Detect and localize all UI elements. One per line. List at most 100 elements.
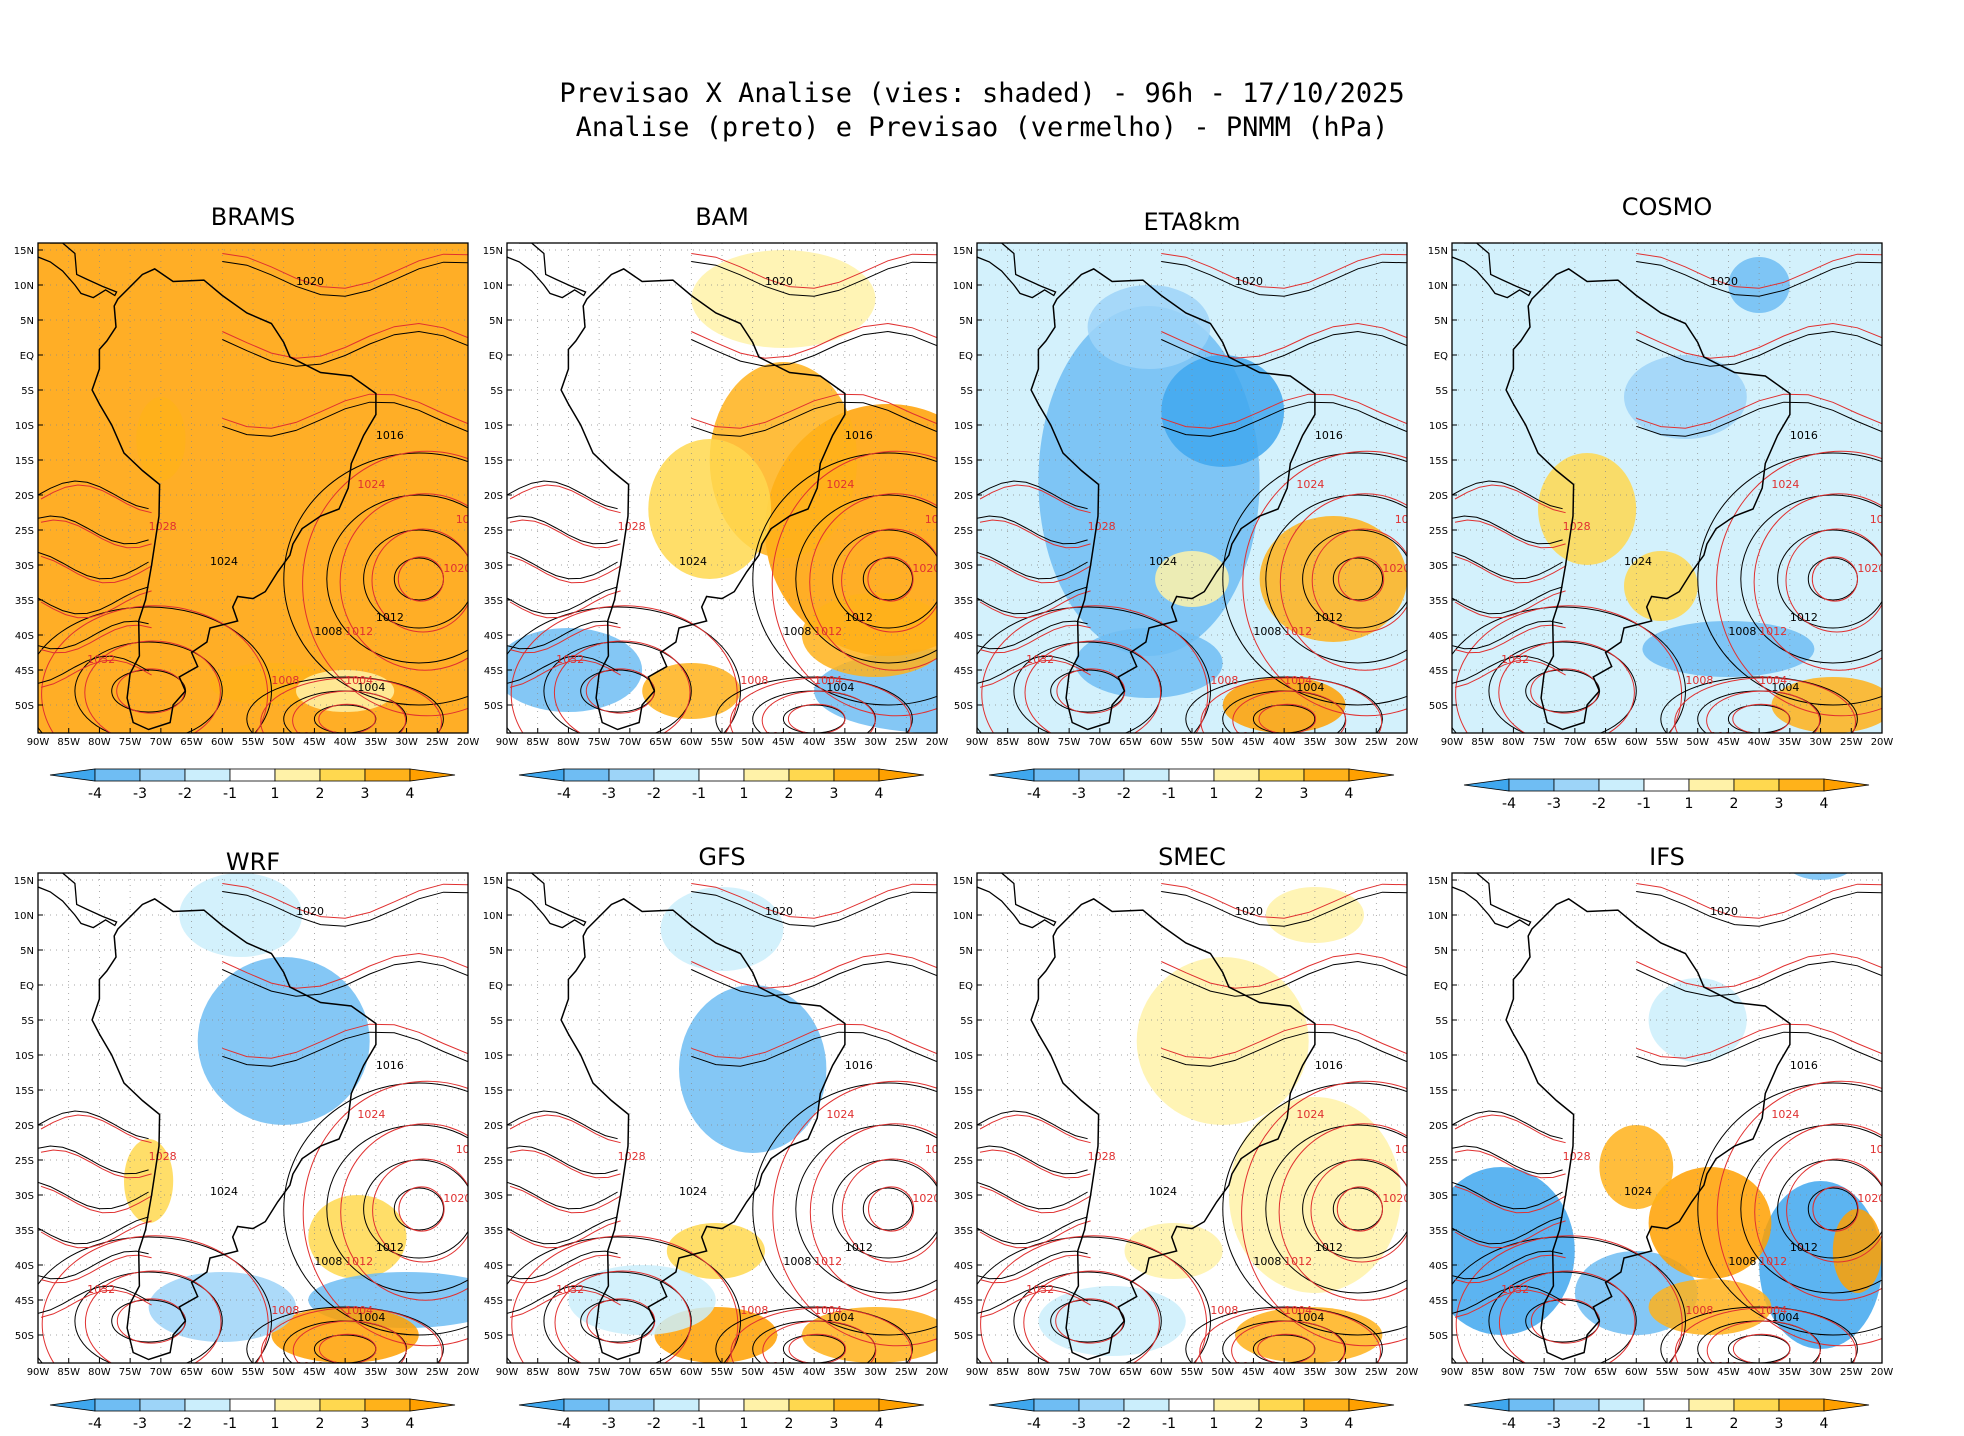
colorbar-bam: -4 -3 -2 -1 1 2 3 4 (518, 768, 925, 802)
lon-label: 30W (1809, 737, 1832, 748)
lon-label: 35W (1779, 737, 1802, 748)
forecast-isobar (222, 1023, 468, 1059)
panel-title-smec: SMEC (1158, 843, 1226, 871)
map-panel-cosmo: 1004100810121016102010241000100410081012… (1428, 242, 1893, 812)
analysis-isobar-label: 1020 (1710, 905, 1738, 918)
forecast-isobar-label: 1032 (1501, 653, 1529, 666)
forecast-isobar (41, 1235, 269, 1363)
map-panel-smec: 1004100810121016102010241000100410081012… (953, 872, 1418, 1432)
analysis-isobar (1013, 1271, 1162, 1363)
forecast-isobar-label: 1016 (1395, 513, 1423, 526)
colorbar-label: -1 (223, 1416, 237, 1432)
analysis-isobar-label: 1024 (210, 1185, 238, 1198)
analysis-isobar-label: 1016 (1790, 429, 1818, 442)
analysis-isobar-label: 1008 (314, 625, 342, 638)
colorbar-label: -3 (602, 1416, 616, 1432)
lon-label: 65W (1119, 1367, 1142, 1378)
lat-label: 20S (15, 491, 34, 502)
lat-label: 30S (484, 561, 503, 572)
analysis-isobar (1660, 1306, 1858, 1363)
analysis-isobar (1452, 480, 1563, 510)
lon-label: 75W (1058, 1367, 1081, 1378)
colorbar-label: -3 (1547, 796, 1561, 812)
lon-label: 70W (1564, 737, 1587, 748)
analysis-isobar (1697, 1082, 1882, 1336)
analysis-isobar (1332, 557, 1383, 601)
lat-label: 15S (954, 456, 973, 467)
lat-label: 15N (953, 876, 973, 887)
lon-label: 55W (1181, 737, 1204, 748)
analysis-isobar (74, 1271, 223, 1363)
lat-label: 15N (483, 246, 503, 257)
lat-label: 45S (15, 1296, 34, 1307)
analysis-isobar (691, 261, 937, 297)
colorbar-label: 2 (1255, 1416, 1264, 1432)
lon-label: 50W (1686, 737, 1709, 748)
forecast-isobar-label: 1000 (765, 730, 793, 743)
lat-label: 45S (954, 666, 973, 677)
forecast-isobar (691, 952, 937, 989)
analysis-isobar-label: 1020 (1235, 275, 1263, 288)
lon-label: 55W (711, 1367, 734, 1378)
analysis-isobar (977, 480, 1088, 510)
colorbar-label: 4 (1820, 796, 1829, 812)
lat-label: 5N (20, 316, 34, 327)
analysis-isobar (507, 586, 618, 615)
forecast-isobar-label: 1028 (1088, 1150, 1116, 1163)
lon-label: 45W (303, 1367, 326, 1378)
analysis-isobar-label: 1004 (357, 681, 385, 694)
forecast-isobar (40, 1289, 152, 1318)
forecast-isobar (691, 1023, 937, 1059)
analysis-isobar-label: 1024 (1149, 1185, 1177, 1198)
lon-label: 30W (1334, 737, 1357, 748)
colorbar-label: 4 (875, 1416, 884, 1432)
forecast-isobar (1811, 556, 1858, 602)
forecast-isobar (292, 1320, 407, 1363)
forecast-isobar (222, 952, 468, 989)
lon-label: 25W (895, 1367, 918, 1378)
lon-label: 25W (895, 737, 918, 748)
forecast-isobar (1161, 1023, 1407, 1059)
forecast-isobar (979, 484, 1091, 514)
forecast-isobar-label: 1032 (87, 1283, 115, 1296)
south-america-coastline (560, 268, 846, 731)
analysis-isobar (222, 1031, 468, 1067)
forecast-isobar (979, 1149, 1091, 1179)
panel-title-gfs: GFS (698, 843, 745, 871)
lon-label: 55W (1656, 1367, 1679, 1378)
forecast-isobar-label: 1028 (618, 520, 646, 533)
analysis-isobar-label: 1016 (845, 1059, 873, 1072)
forecast-isobar (979, 555, 1091, 584)
lon-label: 40W (803, 737, 826, 748)
analysis-isobar-label: 1008 (314, 1255, 342, 1268)
forecast-isobar-label: 1016 (456, 513, 484, 526)
forecast-isobar (1454, 519, 1566, 549)
analysis-isobar-label: 1004 (1771, 1311, 1799, 1324)
analysis-isobar (507, 515, 618, 545)
forecast-isobar-label: 1028 (1563, 1150, 1591, 1163)
colorbar-brams: -4 -3 -2 -1 1 2 3 4 (49, 768, 456, 802)
lat-label: 50S (954, 701, 973, 712)
forecast-isobar-label: 1032 (556, 1283, 584, 1296)
colorbar-label: -3 (133, 786, 147, 802)
lon-label: 55W (1181, 1367, 1204, 1378)
lat-label: 5N (489, 946, 503, 957)
south-america-coastline (91, 268, 377, 731)
analysis-isobar (1777, 529, 1882, 629)
lon-label: 60W (680, 737, 703, 748)
panel-title-bam: BAM (695, 203, 749, 231)
analysis-isobar-label: 1008 (1728, 625, 1756, 638)
analysis-isobar (1452, 1285, 1563, 1314)
forecast-isobar (1785, 528, 1882, 633)
analysis-isobar (1660, 676, 1858, 733)
forecast-isobar-label: 1020 (912, 1192, 940, 1205)
forecast-isobar-label: 1012 (1284, 625, 1312, 638)
lon-label: 20W (1396, 737, 1419, 748)
forecast-isobar-label: 1016 (1870, 1143, 1898, 1156)
analysis-isobar (977, 655, 1088, 684)
colorbar-label: -4 (1502, 796, 1516, 812)
lat-label: 45S (1429, 666, 1448, 677)
lat-label: 45S (15, 666, 34, 677)
lon-label: 40W (334, 737, 357, 748)
forecast-isobar (1455, 605, 1683, 733)
